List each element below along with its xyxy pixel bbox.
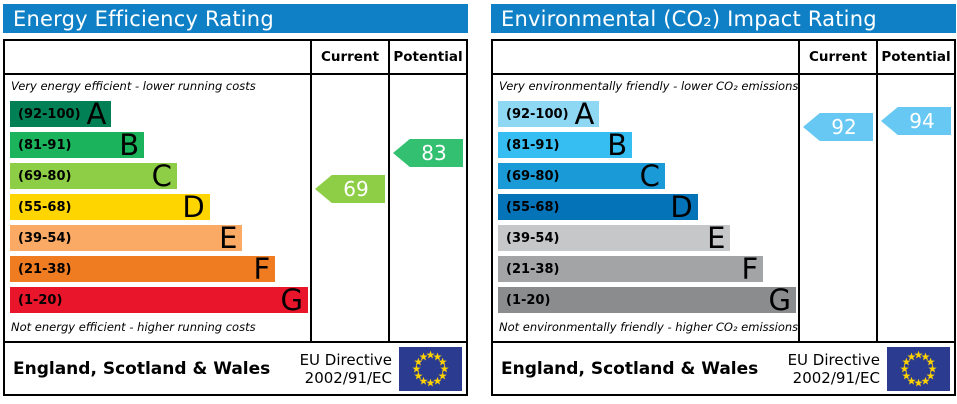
current-column-header: Current	[310, 41, 388, 73]
band-range-label: (69-80)	[18, 168, 72, 184]
band-letter: D	[670, 190, 693, 224]
eu-directive-line2: 2002/91/EC	[304, 368, 392, 387]
band-range-label: (55-68)	[18, 199, 72, 215]
band-letter: E	[707, 221, 726, 255]
band-letter: A	[86, 97, 107, 131]
co2-footer: England, Scotland & Wales EU Directive 2…	[493, 341, 954, 394]
current-column-header: Current	[798, 41, 876, 73]
co2-impact-panel: Environmental (CO₂) Impact Rating Curren…	[491, 4, 956, 396]
energy-footer: England, Scotland & Wales EU Directive 2…	[5, 341, 466, 394]
band-range-label: (39-54)	[18, 230, 72, 246]
head-spacer	[5, 41, 310, 73]
energy-top-note: Very energy efficient - lower running co…	[11, 79, 256, 93]
eu-directive-label: EU Directive 2002/91/EC	[788, 351, 887, 387]
band-letter: F	[741, 252, 759, 286]
co2-rating-table: Current Potential Very environmentally f…	[491, 39, 956, 396]
band-row-f: (21-38) F	[10, 252, 276, 286]
energy-chart-body: Very energy efficient - lower running co…	[5, 75, 466, 341]
energy-table-head: Current Potential	[5, 41, 466, 75]
energy-rating-table: Current Potential Very energy efficient …	[3, 39, 468, 396]
band-row-c: (69-80) C	[498, 159, 665, 193]
band-letter: D	[182, 190, 205, 224]
co2-panel-title: Environmental (CO₂) Impact Rating	[491, 4, 956, 33]
band-row-g: (1-20) G	[10, 283, 308, 317]
energy-bands: (92-100) A (81-91) B (69-80) C (55-68) D (39-54)…	[10, 97, 308, 317]
head-spacer	[493, 41, 798, 73]
region-label: England, Scotland & Wales	[13, 358, 271, 379]
region-label: England, Scotland & Wales	[501, 358, 759, 379]
energy-efficiency-panel: Energy Efficiency Rating Current Potenti…	[3, 4, 468, 396]
band-row-d: (55-68) D	[10, 190, 210, 224]
band-letter: B	[119, 128, 140, 162]
co2-potential-column: 94	[876, 75, 954, 341]
band-range-label: (21-38)	[506, 261, 560, 277]
potential-column-header: Potential	[388, 41, 466, 73]
co2-table-head: Current Potential	[493, 41, 954, 75]
co2-potential-value: 94	[909, 109, 935, 133]
band-letter: E	[219, 221, 238, 255]
band-range-label: (92-100)	[506, 106, 569, 122]
band-letter: A	[574, 97, 595, 131]
band-range-label: (92-100)	[18, 106, 81, 122]
band-row-f: (21-38) F	[498, 252, 764, 286]
band-row-c: (69-80) C	[10, 159, 177, 193]
band-row-b: (81-91) B	[10, 128, 145, 162]
energy-current-arrow: 69	[315, 175, 385, 203]
eu-directive-line2: 2002/91/EC	[792, 368, 880, 387]
co2-chart-body: Very environmentally friendly - lower CO…	[493, 75, 954, 341]
co2-current-value: 92	[831, 115, 857, 139]
energy-band-scale: Very energy efficient - lower running co…	[5, 75, 310, 341]
band-range-label: (81-91)	[506, 137, 560, 153]
band-range-label: (1-20)	[506, 292, 551, 308]
co2-potential-arrow: 94	[881, 107, 951, 135]
band-range-label: (39-54)	[506, 230, 560, 246]
band-row-a: (92-100) A	[10, 97, 112, 131]
band-letter: C	[151, 159, 172, 193]
eu-flag-icon	[399, 346, 462, 391]
co2-bottom-note: Not environmentally friendly - higher CO…	[499, 320, 799, 334]
energy-bottom-note: Not energy efficient - higher running co…	[11, 320, 256, 334]
band-letter: G	[768, 283, 791, 317]
band-row-e: (39-54) E	[10, 221, 243, 255]
energy-current-value: 69	[343, 177, 369, 201]
eu-flag-icon	[887, 346, 950, 391]
band-range-label: (1-20)	[18, 292, 63, 308]
band-range-label: (81-91)	[18, 137, 72, 153]
eu-directive-line1: EU Directive	[787, 350, 880, 369]
co2-top-note: Very environmentally friendly - lower CO…	[499, 79, 799, 93]
band-row-g: (1-20) G	[498, 283, 796, 317]
band-range-label: (21-38)	[18, 261, 72, 277]
eu-directive-line1: EU Directive	[299, 350, 392, 369]
band-range-label: (55-68)	[506, 199, 560, 215]
band-letter: G	[280, 283, 303, 317]
energy-potential-arrow: 83	[393, 139, 463, 167]
energy-current-column: 69	[310, 75, 388, 341]
co2-current-column: 92	[798, 75, 876, 341]
band-row-a: (92-100) A	[498, 97, 600, 131]
eu-directive-label: EU Directive 2002/91/EC	[300, 351, 399, 387]
co2-bands: (92-100) A (81-91) B (69-80) C (55-68) D (39-54)…	[498, 97, 796, 317]
band-letter: B	[607, 128, 628, 162]
potential-column-header: Potential	[876, 41, 954, 73]
energy-potential-value: 83	[421, 141, 447, 165]
co2-current-arrow: 92	[803, 113, 873, 141]
band-letter: F	[253, 252, 271, 286]
band-row-d: (55-68) D	[498, 190, 698, 224]
co2-band-scale: Very environmentally friendly - lower CO…	[493, 75, 798, 341]
energy-panel-title: Energy Efficiency Rating	[3, 4, 468, 33]
band-row-e: (39-54) E	[498, 221, 731, 255]
band-range-label: (69-80)	[506, 168, 560, 184]
band-letter: C	[639, 159, 660, 193]
energy-potential-column: 83	[388, 75, 466, 341]
band-row-b: (81-91) B	[498, 128, 633, 162]
